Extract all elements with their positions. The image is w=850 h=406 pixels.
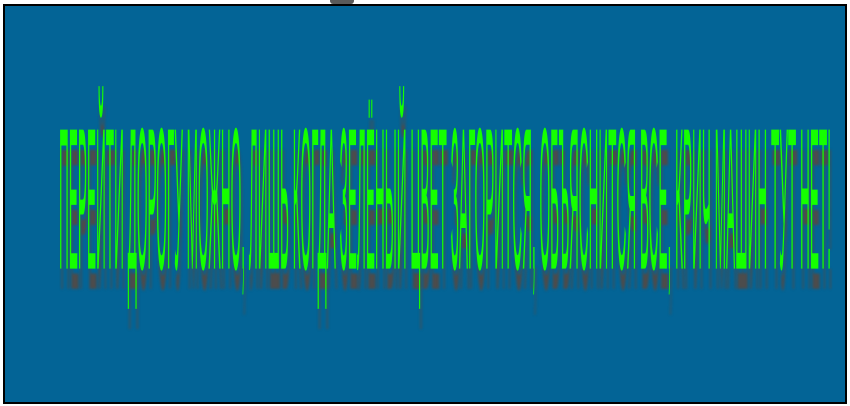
window-notch: [330, 0, 354, 4]
banner: ПЕРЕЙТИ ДОРОГУ МОЖНО, ЛИШЬ КОГДА ЗЕЛЁНЫЙ…: [59, 102, 831, 304]
slide-panel: ПЕРЕЙТИ ДОРОГУ МОЖНО, ЛИШЬ КОГДА ЗЕЛЁНЫЙ…: [3, 4, 847, 404]
banner-text: ПЕРЕЙТИ ДОРОГУ МОЖНО, ЛИШЬ КОГДА ЗЕЛЁНЫЙ…: [59, 91, 832, 315]
